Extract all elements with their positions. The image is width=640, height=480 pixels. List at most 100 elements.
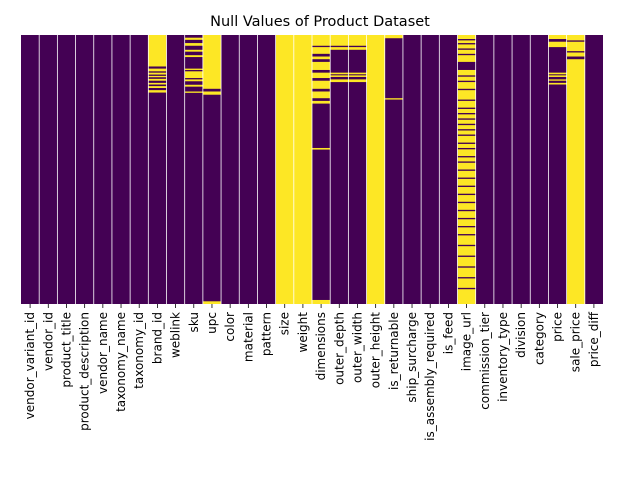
null-band-sku-3 [184,55,203,58]
x-tick-label: product_description [78,312,92,431]
null-band-image_url-6 [457,76,476,81]
column-brand_id [148,35,167,304]
null-band-image_url-26 [457,219,476,226]
null-band-image_url-24 [457,203,476,210]
x-tick-label: vendor_variant_id [23,312,37,419]
column-price_diff [584,35,603,304]
x-tick-label: material [241,312,255,362]
null-band-sale_price-2 [566,52,585,57]
null-band-price-5 [548,82,567,85]
column-outer_depth [330,35,349,304]
x-tick-label: ship_surcharge [405,312,419,403]
null-band-price-0 [548,35,567,40]
null-band-price-3 [548,75,567,77]
column-product_title [57,35,76,304]
column-commission_tier [475,35,494,304]
null-band-dimensions-1 [312,47,331,54]
x-tick-label: price [551,312,565,342]
heatmap-cells [21,35,603,305]
null-band-image_url-28 [457,235,476,245]
column-ship_surcharge [402,35,422,304]
null-band-image_url-15 [457,135,476,143]
chart-title: Null Values of Product Dataset [210,14,430,30]
null-band-dimensions-9 [312,299,331,304]
null-band-dimensions-3 [312,61,331,70]
null-band-image_url-19 [457,162,476,170]
null-band-price-4 [548,79,567,81]
null-band-dimensions-0 [312,35,331,46]
null-band-brand_id-3 [148,75,167,78]
null-band-sale_price-3 [566,59,585,305]
null-band-dimensions-4 [312,72,331,79]
null-band-brand_id-0 [148,35,167,67]
x-tick-label: inventory_type [496,312,510,402]
null-band-dimensions-8 [312,147,331,150]
null-band-image_url-18 [457,157,476,162]
x-tick-label: vendor_id [41,312,55,371]
null-band-image_url-33 [457,289,476,304]
null-band-image_url-2 [457,44,476,49]
x-tick-label: is_assembly_required [423,312,437,441]
null-band-outer_depth-2 [330,72,349,75]
null-band-outer_depth-1 [330,47,349,50]
null-band-outer_width-4 [348,79,367,83]
x-tick-label: sale_price [569,312,583,372]
x-tick-label: commission_tier [478,312,492,410]
null-band-brand_id-1 [148,68,167,72]
null-band-price-1 [548,41,567,48]
null-band-image_url-25 [457,211,476,218]
null-band-outer_width-2 [348,72,367,75]
null-band-dimensions-5 [312,80,331,89]
null-band-sku-6 [184,79,203,82]
null-band-image_url-7 [457,82,476,89]
column-is_feed [439,35,458,304]
null-band-size-0 [275,35,294,304]
null-band-outer_width-0 [348,35,367,46]
column-is_assembly_required [421,35,440,304]
x-tick-label: outer_height [369,312,383,389]
column-weblink [166,35,185,304]
null-band-sale_price-1 [566,41,585,52]
x-tick-label: category [532,312,546,365]
x-tick-label: product_title [59,312,73,388]
null-band-image_url-16 [457,143,476,148]
column-vendor_id [39,35,58,304]
x-tick-label: division [514,312,528,358]
x-tick-label: outer_width [350,312,364,383]
null-band-dimensions-6 [312,91,331,99]
x-tick-label: is_returnable [387,312,401,390]
null-band-outer_depth-3 [330,75,349,77]
null-band-image_url-31 [457,267,476,278]
null-band-image_url-27 [457,227,476,235]
x-axis: vendor_variant_id vendor_id product_title p… [23,304,601,441]
null-band-image_url-3 [457,49,476,54]
null-band-brand_id-6 [148,86,167,88]
column-category [530,35,549,304]
x-tick-label: outer_depth [332,312,346,385]
column-sku [184,35,203,304]
null-band-is_returnable-1 [384,98,403,100]
null-band-is_returnable-0 [384,35,403,39]
column-material [239,35,258,304]
x-tick-label: taxonomy_name [114,312,128,412]
null-band-image_url-22 [457,186,476,194]
null-band-outer_width-3 [348,75,367,77]
column-inventory_type [493,35,513,304]
column-price [548,35,567,304]
null-band-upc-1 [202,91,222,95]
null-band-dimensions-7 [312,100,331,104]
null-band-sale_price-0 [566,35,585,41]
null-band-image_url-11 [457,114,476,119]
column-is_returnable [384,35,403,304]
null-band-brand_id-5 [148,82,167,85]
column-outer_width [348,35,367,304]
column-upc [202,35,222,304]
x-tick-label: is_feed [441,312,455,354]
null-band-image_url-10 [457,108,476,114]
column-vendor_name [93,35,112,304]
null-band-weight-0 [293,35,312,304]
x-tick-label: weight [296,312,310,353]
null-band-outer_depth-4 [330,79,349,83]
column-vendor_variant_id [21,35,40,304]
null-band-image_url-30 [457,256,476,267]
